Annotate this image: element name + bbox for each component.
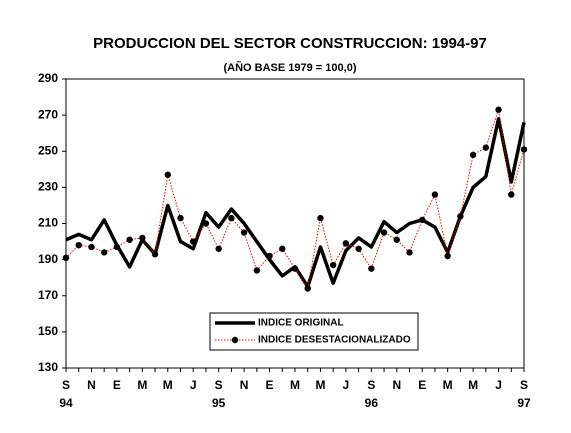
data-point: [495, 106, 502, 113]
data-point: [406, 249, 413, 256]
data-point: [228, 214, 235, 222]
data-point: [266, 252, 273, 260]
data-point: [279, 245, 286, 252]
y-tick-label: 230: [38, 180, 58, 194]
data-point: [444, 252, 451, 260]
x-tick-label: N: [87, 378, 96, 392]
data-point: [469, 151, 477, 159]
x-tick-label: E: [113, 378, 121, 392]
x-tick-label: S: [367, 378, 375, 392]
data-point: [329, 261, 337, 269]
x-year-label: 95: [212, 396, 226, 410]
x-tick-label: E: [418, 378, 426, 392]
y-tick-label: 290: [38, 71, 58, 85]
data-point: [508, 191, 515, 198]
data-point: [62, 254, 70, 262]
x-tick-label: M: [443, 378, 453, 392]
data-point: [317, 214, 324, 222]
chart-title: PRODUCCION DEL SECTOR CONSTRUCCION: 1994…: [93, 35, 487, 52]
data-point: [75, 241, 82, 249]
data-point: [190, 238, 197, 245]
x-tick-label: M: [137, 378, 147, 392]
y-tick-label: 170: [38, 288, 58, 302]
data-point: [88, 243, 95, 251]
y-tick-label: 130: [38, 360, 58, 374]
x-tick-label: E: [266, 378, 274, 392]
data-point: [457, 213, 464, 220]
y-tick-label: 150: [38, 324, 58, 338]
data-point: [126, 236, 133, 243]
legend-marker: [231, 336, 239, 344]
data-point: [177, 214, 184, 222]
data-point: [240, 229, 248, 236]
data-point: [431, 191, 439, 198]
x-tick-label: N: [392, 378, 401, 392]
legend-box: [209, 312, 419, 351]
data-point: [100, 249, 108, 256]
x-tick-label: S: [215, 378, 223, 392]
y-tick-label: 270: [38, 107, 58, 121]
x-tick-label: S: [62, 378, 70, 392]
x-year-label: 97: [517, 396, 531, 410]
y-tick-label: 190: [38, 252, 58, 266]
x-tick-label: S: [520, 378, 528, 392]
y-tick-label: 250: [38, 143, 58, 157]
data-point: [380, 229, 388, 236]
x-tick-label: J: [343, 378, 350, 392]
data-point: [342, 240, 350, 247]
data-point: [419, 216, 426, 224]
data-point: [215, 245, 222, 252]
data-point: [202, 220, 210, 227]
data-point: [520, 146, 528, 153]
x-tick-label: M: [468, 378, 478, 392]
legend-label: INDICE DESESTACIONALIZADO: [258, 335, 411, 346]
data-point: [304, 285, 311, 292]
legend-label: INDICE ORIGINAL: [258, 318, 344, 329]
data-point: [291, 265, 299, 272]
x-tick-label: M: [163, 378, 173, 392]
x-tick-label: J: [495, 378, 502, 392]
data-point: [151, 251, 159, 258]
x-year-label: 96: [365, 396, 379, 410]
data-point: [253, 267, 261, 274]
data-point: [113, 243, 121, 251]
data-point: [368, 265, 375, 272]
data-point: [355, 245, 362, 252]
data-point: [139, 234, 146, 242]
y-tick-label: 210: [38, 216, 58, 230]
x-tick-label: M: [290, 378, 300, 392]
data-point: [393, 236, 400, 243]
data-point: [482, 144, 490, 151]
x-tick-label: M: [315, 378, 325, 392]
data-point: [164, 171, 171, 178]
x-tick-label: N: [240, 378, 249, 392]
x-tick-label: J: [190, 378, 197, 392]
chart-subtitle: (AÑO BASE 1979 = 100,0): [224, 61, 357, 74]
x-year-label: 94: [59, 396, 73, 410]
